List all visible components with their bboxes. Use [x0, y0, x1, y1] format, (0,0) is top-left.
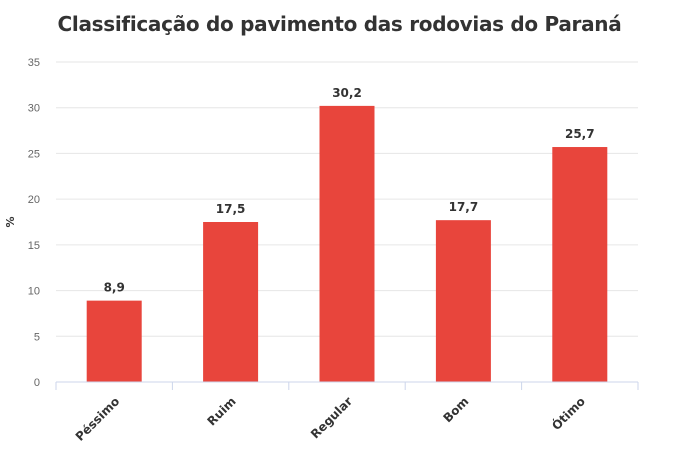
data-label: 25,7 [565, 127, 595, 141]
bars [86, 105, 608, 382]
y-tick-label: 20 [28, 194, 40, 206]
data-labels: 8,9 17,5 30,2 17,7 25,7 [104, 86, 595, 295]
bar [319, 105, 375, 382]
data-label: 17,7 [449, 200, 479, 214]
bar [203, 222, 259, 382]
y-axis-title: % [4, 216, 17, 227]
y-tick-label: 35 [28, 57, 40, 69]
category-label: Ruim [204, 394, 238, 428]
bar [552, 147, 608, 382]
y-tick-label: 10 [28, 286, 40, 298]
y-tick-label: 5 [34, 331, 40, 343]
y-tick-label: 15 [28, 240, 40, 252]
y-tick-label: 25 [28, 148, 40, 160]
bar [435, 220, 491, 382]
x-axis-ticks [55, 382, 639, 390]
category-label: Bom [440, 394, 471, 425]
data-label: 8,9 [104, 281, 125, 295]
category-labels: Péssimo Ruim Regular Bom Ótimo [73, 394, 588, 444]
y-axis-ticks: 0 5 10 15 20 25 30 35 [28, 57, 40, 389]
chart-title: Classificação do pavimento das rodovias … [57, 12, 622, 36]
y-tick-label: 30 [28, 103, 40, 115]
data-label: 30,2 [332, 86, 362, 100]
category-label: Regular [308, 394, 355, 441]
category-label: Péssimo [73, 394, 123, 444]
bar [86, 300, 142, 382]
category-label: Ótimo [548, 394, 587, 433]
y-tick-label: 0 [34, 377, 40, 389]
data-label: 17,5 [216, 202, 246, 216]
